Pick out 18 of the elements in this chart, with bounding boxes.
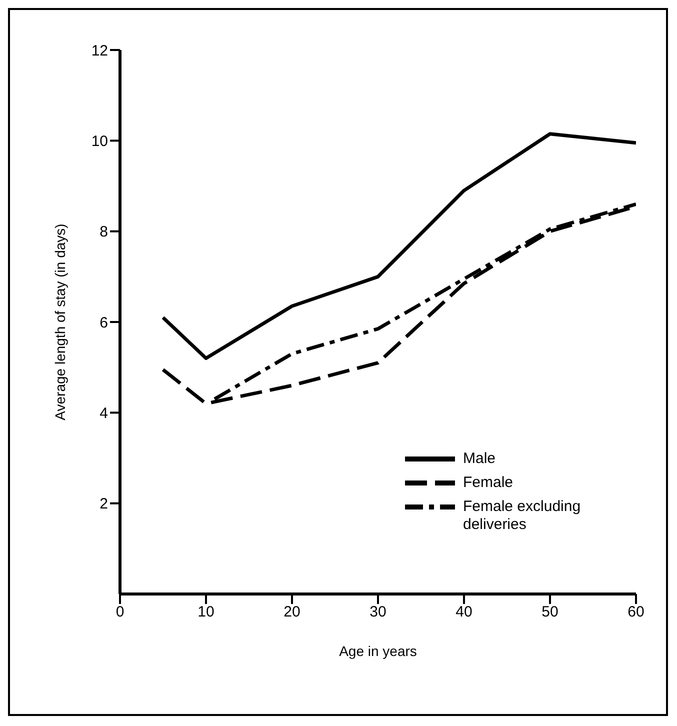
y-tick-label: 12 [91,42,108,60]
x-tick-label: 20 [284,604,300,621]
y-axis-title: Average length of stay (in days) [52,224,68,420]
x-axis-title: Age in years [339,643,417,659]
x-tick-label: 50 [542,604,558,621]
legend-label: Female [463,474,514,492]
x-tick-label: 0 [116,604,124,621]
x-tick-label: 60 [628,604,644,621]
x-tick-label: 30 [370,604,386,621]
y-tick-label: 10 [91,132,108,150]
y-tick-label: 6 [100,314,108,332]
legend-label: Male [463,450,496,468]
legend-label: Female excluding deliveries [463,498,582,534]
y-tick-label: 8 [100,224,108,241]
x-tick-label: 10 [198,604,214,621]
y-tick-label: 2 [100,496,108,513]
x-tick-label: 40 [456,604,472,621]
y-tick-label: 4 [100,404,108,422]
